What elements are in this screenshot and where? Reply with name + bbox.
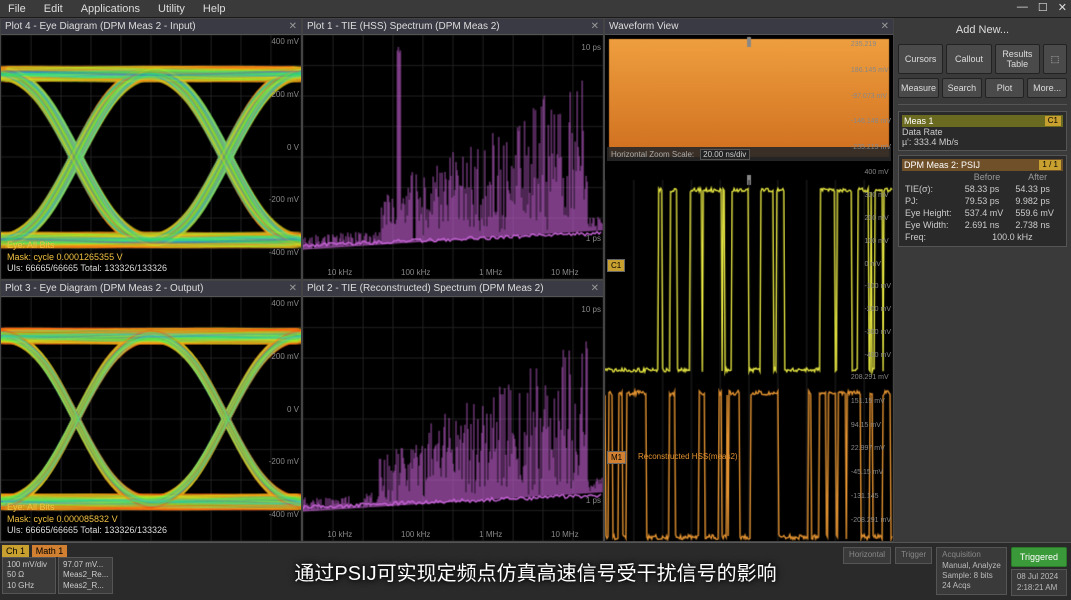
waveform-view[interactable]: Waveform View ✕ Horizontal Zoom Scale: 2…	[604, 18, 894, 542]
plot3-close-icon[interactable]: ✕	[289, 283, 297, 294]
horizontal-zoom-bar: Horizontal Zoom Scale: 20.00 ns/div	[607, 147, 891, 161]
dpm-meas2-panel[interactable]: DPM Meas 2: PSIJ 1 / 1 BeforeAfter TIE(σ…	[898, 155, 1067, 247]
maximize-icon[interactable]: ☐	[1038, 1, 1048, 14]
math1-tab[interactable]: Math 1	[32, 545, 68, 557]
waveform-close-icon[interactable]: ✕	[881, 21, 889, 32]
menubar: File Edit Applications Utility Help — ☐ …	[0, 0, 1071, 18]
plot1-spectrum-hss[interactable]: Plot 1 - TIE (HSS) Spectrum (DPM Meas 2)…	[302, 18, 604, 280]
channel-c1-marker[interactable]: C1	[607, 259, 625, 272]
wave-m1-ylabels: 208.291 mV151.15 mV 94.15 mV22.997 mV -4…	[851, 374, 891, 524]
plot4-info: Eye: All Bits Mask: cycle 0.0001265355 V…	[7, 240, 167, 275]
sidebar: Add New... Cursors Callout Results Table…	[894, 18, 1071, 542]
main-area: Plot 4 - Eye Diagram (DPM Meas 2 - Input…	[0, 18, 1071, 542]
waveform-title: Waveform View	[609, 21, 678, 32]
plot1-title: Plot 1 - TIE (HSS) Spectrum (DPM Meas 2)	[307, 21, 500, 32]
bottom-bar: Ch 1 Math 1 100 mV/div50 Ω10 GHz 97.07 m…	[0, 542, 1071, 600]
channel-m1-marker[interactable]: M1	[607, 451, 626, 464]
triggered-button[interactable]: Triggered	[1011, 547, 1067, 567]
plot2-canvas	[303, 297, 603, 541]
plot2-title: Plot 2 - TIE (Reconstructed) Spectrum (D…	[307, 283, 544, 294]
horizontal-panel[interactable]: Horizontal	[843, 547, 891, 563]
measure-button[interactable]: Measure	[898, 78, 939, 98]
zoom-scale-input[interactable]: 20.00 ns/div	[700, 149, 750, 160]
acquisition-panel[interactable]: Acquisition Manual, Analyze Sample: 8 bi…	[936, 547, 1007, 595]
menu-utility[interactable]: Utility	[158, 3, 185, 15]
plot2-yaxis: 10 ps1 ps	[581, 305, 601, 505]
waveform-canvas	[605, 35, 893, 541]
wave-top-ylabels: 235.219186.145 mV -97.073 mV-146.148 mV …	[851, 41, 891, 151]
reconstructed-label: Reconstructed HSS(meas2)	[635, 451, 741, 462]
plot4-eye-input[interactable]: Plot 4 - Eye Diagram (DPM Meas 2 - Input…	[0, 18, 302, 280]
cursors-button[interactable]: Cursors	[898, 44, 943, 74]
plot4-close-icon[interactable]: ✕	[289, 21, 297, 32]
draw-icon[interactable]: ⬚	[1043, 44, 1067, 74]
plot1-canvas	[303, 35, 603, 279]
close-icon[interactable]: ✕	[1058, 1, 1067, 14]
menu-file[interactable]: File	[8, 3, 26, 15]
trigger-panel[interactable]: Trigger	[895, 547, 932, 563]
search-button[interactable]: Search	[942, 78, 982, 98]
ch1-tab[interactable]: Ch 1	[2, 545, 29, 557]
plot4-yaxis: 400 mV200 mV 0 V-200 mV -400 mV	[269, 37, 299, 257]
minimize-icon[interactable]: —	[1017, 1, 1028, 14]
dpm-table: BeforeAfter TIE(σ):58.33 ps54.33 ps PJ:7…	[902, 171, 1063, 243]
plot2-close-icon[interactable]: ✕	[591, 283, 599, 294]
meas1-panel[interactable]: Meas 1 C1 Data Rate µ': 333.4 Mb/s	[898, 111, 1067, 151]
subtitle-overlay: 通过PSIJ可实现定频点仿真高速信号受干扰信号的影响	[294, 557, 776, 586]
more-button[interactable]: More...	[1027, 78, 1067, 98]
add-new-label: Add New...	[898, 24, 1067, 36]
menu-edit[interactable]: Edit	[44, 3, 63, 15]
plot1-yaxis: 10 ps1 ps	[581, 43, 601, 243]
plot2-xaxis: 10 kHz100 kHz 1 MHz10 MHz	[303, 530, 603, 539]
results-table-button[interactable]: Results Table	[995, 44, 1040, 74]
plot3-yaxis: 400 mV200 mV 0 V-200 mV -400 mV	[269, 299, 299, 519]
ch1-settings[interactable]: 100 mV/div50 Ω10 GHz	[2, 557, 56, 594]
plot3-title: Plot 3 - Eye Diagram (DPM Meas 2 - Outpu…	[5, 283, 203, 294]
wave-c1-ylabels: 400 mV300 mV 200 mV100 mV 0 mV-100 mV -2…	[865, 169, 891, 359]
plot3-eye-output[interactable]: Plot 3 - Eye Diagram (DPM Meas 2 - Outpu…	[0, 280, 302, 542]
plot4-title: Plot 4 - Eye Diagram (DPM Meas 2 - Input…	[5, 21, 196, 32]
plot-button[interactable]: Plot	[985, 78, 1025, 98]
plot3-info: Eye: All Bits Mask: cycle 0.000085832 V …	[7, 502, 167, 537]
menu-applications[interactable]: Applications	[81, 3, 140, 15]
plot1-close-icon[interactable]: ✕	[591, 21, 599, 32]
menu-help[interactable]: Help	[203, 3, 226, 15]
plot2-spectrum-recon[interactable]: Plot 2 - TIE (Reconstructed) Spectrum (D…	[302, 280, 604, 542]
callout-button[interactable]: Callout	[946, 44, 991, 74]
plot1-xaxis: 10 kHz100 kHz 1 MHz10 MHz	[303, 268, 603, 277]
math1-settings[interactable]: 97.07 mV...Meas2_Re...Meas2_R...	[58, 557, 113, 594]
